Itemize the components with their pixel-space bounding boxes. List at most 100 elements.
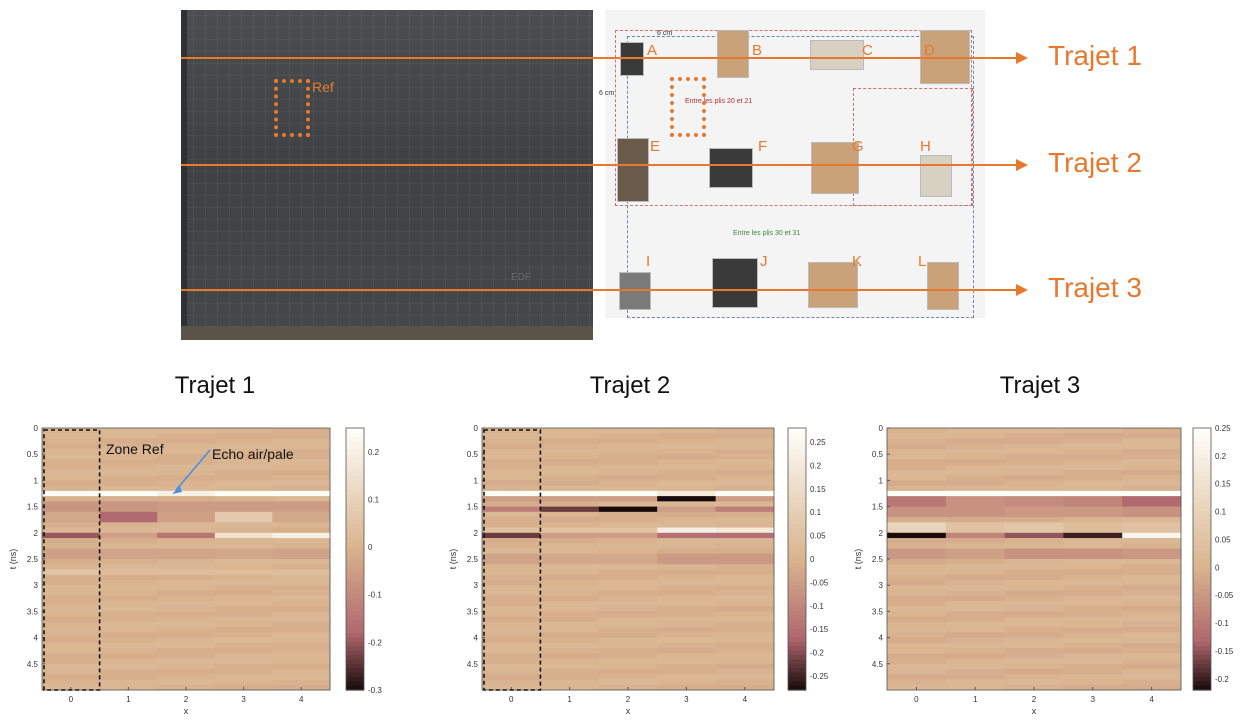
y-tick-label: 2.5 xyxy=(27,555,39,564)
heatmap-cell xyxy=(1063,574,1123,581)
heatmap-cell xyxy=(540,621,600,628)
colorbar-step xyxy=(788,471,806,477)
colorbar-step xyxy=(346,580,364,586)
heatmap-cell xyxy=(99,496,158,502)
heatmap-cell xyxy=(157,579,216,586)
heatmap-cell xyxy=(598,585,658,591)
heatmap-cell xyxy=(272,658,331,665)
heatmap-cell xyxy=(540,506,600,513)
colorbar-step xyxy=(1193,510,1211,516)
heatmap-cell xyxy=(657,517,717,523)
heatmap-cell xyxy=(42,517,101,523)
colorbar-tick-label: 0 xyxy=(368,543,373,552)
sample-f xyxy=(709,148,753,188)
colorbar-step xyxy=(788,524,806,530)
heatmap-cell xyxy=(657,590,717,597)
heatmap-cell xyxy=(598,496,658,502)
heatmap-cell xyxy=(1004,585,1064,591)
heatmap-cell xyxy=(540,475,600,481)
colorbar-step xyxy=(346,515,364,521)
heatmap-cell xyxy=(1063,648,1123,654)
x-tick-label: 1 xyxy=(973,695,978,704)
heatmap-cell xyxy=(540,590,600,597)
heatmap-cell xyxy=(99,648,158,654)
colorbar-step xyxy=(788,489,806,495)
heatmap-cell xyxy=(214,663,273,670)
heatmap-cell xyxy=(945,438,1006,445)
heatmap-cell xyxy=(887,454,947,460)
colorbar-step xyxy=(1193,615,1211,621)
colorbar-tick-label: -0.1 xyxy=(1215,619,1229,628)
heatmap-cell xyxy=(540,579,600,586)
colorbar-step xyxy=(1193,585,1211,591)
heatmap-cell xyxy=(214,574,273,581)
heatmap-cell xyxy=(99,464,158,471)
heatmap-cell xyxy=(887,485,947,492)
heatmap-cell xyxy=(272,611,331,618)
y-tick-label: 4 xyxy=(474,634,479,643)
colorbar-step xyxy=(346,598,364,604)
heatmap-cell xyxy=(482,669,541,675)
heatmap-cell xyxy=(598,574,658,581)
heatmap-cell xyxy=(1122,448,1182,455)
heatmap-cell xyxy=(157,438,216,445)
heatmap-cell xyxy=(482,658,541,665)
heatmap-cell xyxy=(157,669,216,675)
heatmap-cell xyxy=(715,579,775,586)
heatmap-cell xyxy=(1063,632,1123,639)
heatmap-cell xyxy=(887,637,947,644)
colorbar-tick-label: 0 xyxy=(1215,563,1220,572)
heatmap-cell xyxy=(42,480,101,487)
heatmap-cell xyxy=(887,632,947,639)
colorbar-step xyxy=(1193,524,1211,530)
heatmap-cell xyxy=(1004,669,1064,675)
heatmap-cell xyxy=(657,469,717,476)
heatmap-cell xyxy=(945,600,1006,607)
heatmap-cell xyxy=(1122,569,1182,576)
heatmap-cell xyxy=(99,569,158,576)
heatmap-cell xyxy=(42,564,101,570)
heatmap-cell xyxy=(1063,496,1123,502)
heatmap-cell xyxy=(214,538,273,544)
colorbar-step xyxy=(1193,559,1211,564)
heatmap-trajet-3: 0 1 2 3 4 x 0 0.5 1 1.5 2 2.5 3 3.5 4 4.5 t (ns) 0.25 0.2 0… xyxy=(853,424,1234,716)
heatmap-cell xyxy=(657,464,717,471)
heatmap-cell xyxy=(887,648,947,654)
heatmap-cell xyxy=(1004,606,1064,612)
heatmap-cell xyxy=(99,564,158,570)
heatmap-cell xyxy=(272,501,331,508)
heatmap-cell xyxy=(482,637,541,644)
heatmap-cell xyxy=(945,653,1006,660)
heatmap-cell xyxy=(887,579,947,586)
heatmap-cell xyxy=(1063,443,1123,450)
heatmap-cell xyxy=(887,642,947,649)
heatmap-cell xyxy=(1122,548,1182,555)
heatmap-cell xyxy=(42,559,101,565)
heatmap-cell xyxy=(540,496,600,502)
y-tick-label: 3.5 xyxy=(467,607,479,616)
heatmap-cell xyxy=(482,663,541,670)
heatmap-cell xyxy=(272,606,331,612)
heatmap-cell xyxy=(99,579,158,586)
heatmap-cell xyxy=(272,553,331,560)
heatmap-cell xyxy=(1004,574,1064,581)
heatmap-cell xyxy=(887,548,947,555)
photo-stamp: EDF xyxy=(511,272,531,283)
heatmap-cell xyxy=(99,637,158,644)
x-axis-label: x xyxy=(1032,706,1037,716)
letter-h: H xyxy=(920,138,931,155)
colorbar-tick-label: 0.1 xyxy=(810,508,822,517)
colorbar-step xyxy=(788,646,806,652)
heatmap-cell xyxy=(214,611,273,618)
colorbar-tick-label: -0.15 xyxy=(1215,647,1234,656)
heatmap-cell xyxy=(482,485,541,492)
heatmap-cell xyxy=(42,438,101,445)
heatmap-cell xyxy=(715,522,775,529)
colorbar-step xyxy=(1193,458,1211,464)
colorbar-step xyxy=(1193,685,1211,691)
heatmap-cell xyxy=(887,669,947,675)
colorbar-step xyxy=(788,454,806,460)
heatmap-cell xyxy=(157,428,216,434)
heatmap-cell xyxy=(99,574,158,581)
heatmap-cell xyxy=(42,501,101,508)
